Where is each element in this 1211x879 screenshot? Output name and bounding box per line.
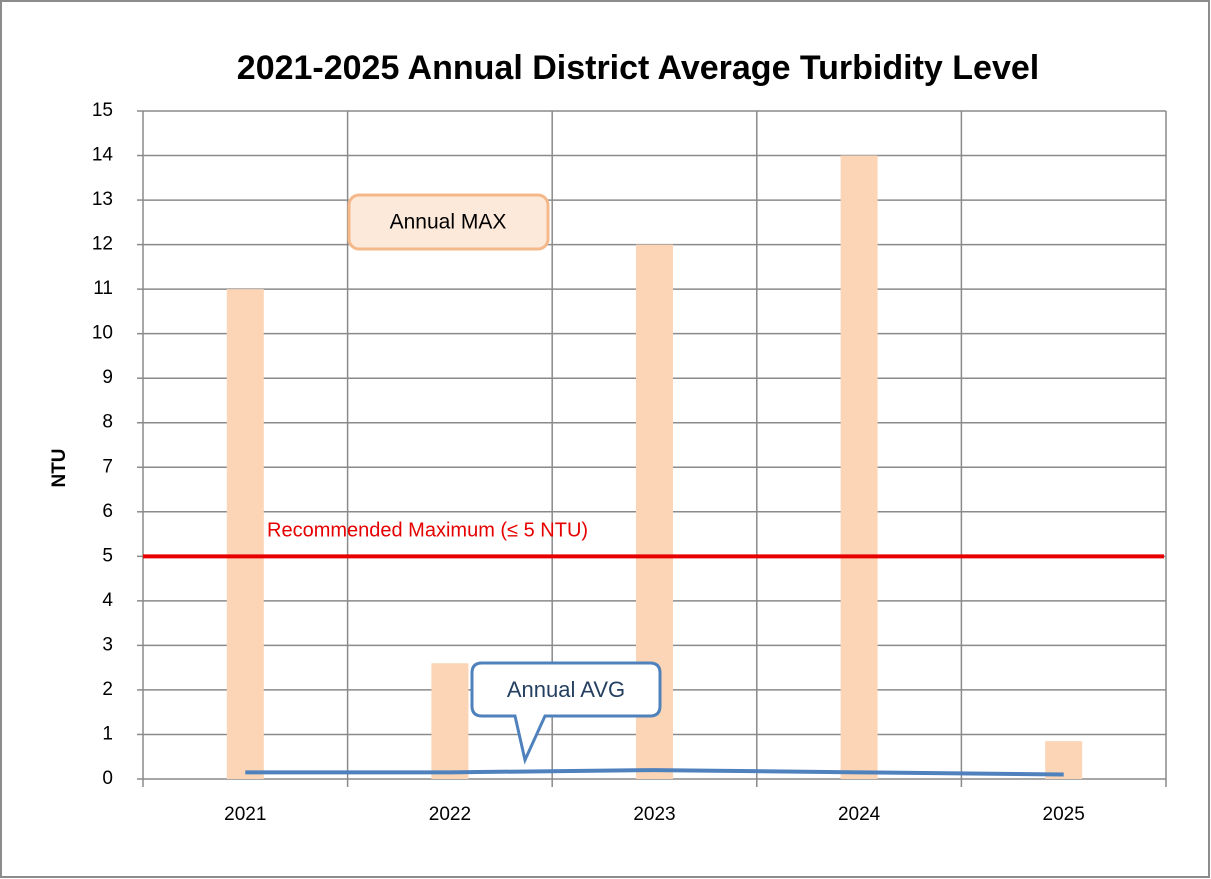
x-tick-label: 2021 bbox=[224, 804, 266, 825]
y-tick-label: 14 bbox=[92, 145, 114, 166]
max-callout bbox=[347, 193, 550, 251]
chart-title: 2021-2025 Annual District Average Turbid… bbox=[237, 49, 1039, 87]
avg-callout bbox=[470, 661, 662, 765]
x-tick-label: 2022 bbox=[429, 804, 471, 825]
y-tick-label: 13 bbox=[92, 189, 113, 210]
y-tick-label: 8 bbox=[102, 412, 113, 433]
bar bbox=[840, 155, 878, 780]
bar bbox=[226, 289, 264, 779]
y-tick-label: 7 bbox=[102, 456, 113, 477]
y-axis-label: NTU bbox=[49, 448, 70, 487]
y-tick-label: 2 bbox=[102, 679, 113, 700]
bar bbox=[431, 663, 469, 779]
avg-callout-label: Annual AVG bbox=[507, 677, 625, 702]
y-tick-label: 12 bbox=[92, 234, 113, 255]
reference-label: Recommended Maximum (≤ 5 NTU) bbox=[267, 520, 588, 542]
y-tick-label: 5 bbox=[102, 545, 113, 566]
x-tick-label: 2023 bbox=[633, 804, 675, 825]
y-tick-label: 4 bbox=[102, 590, 113, 611]
y-tick-label: 1 bbox=[102, 723, 113, 744]
y-tick-label: 10 bbox=[92, 323, 113, 344]
max-callout-label: Annual MAX bbox=[390, 211, 507, 234]
y-tick-label: 9 bbox=[102, 367, 113, 388]
avg-line bbox=[245, 768, 1064, 777]
y-tick-label: 15 bbox=[92, 100, 113, 121]
y-tick-label: 0 bbox=[102, 768, 113, 789]
x-tick-label: 2024 bbox=[838, 804, 881, 825]
y-tick-label: 6 bbox=[102, 501, 113, 522]
x-tick-label: 2025 bbox=[1043, 804, 1085, 825]
y-tick-label: 3 bbox=[102, 634, 113, 655]
y-tick-label: 11 bbox=[93, 278, 113, 299]
